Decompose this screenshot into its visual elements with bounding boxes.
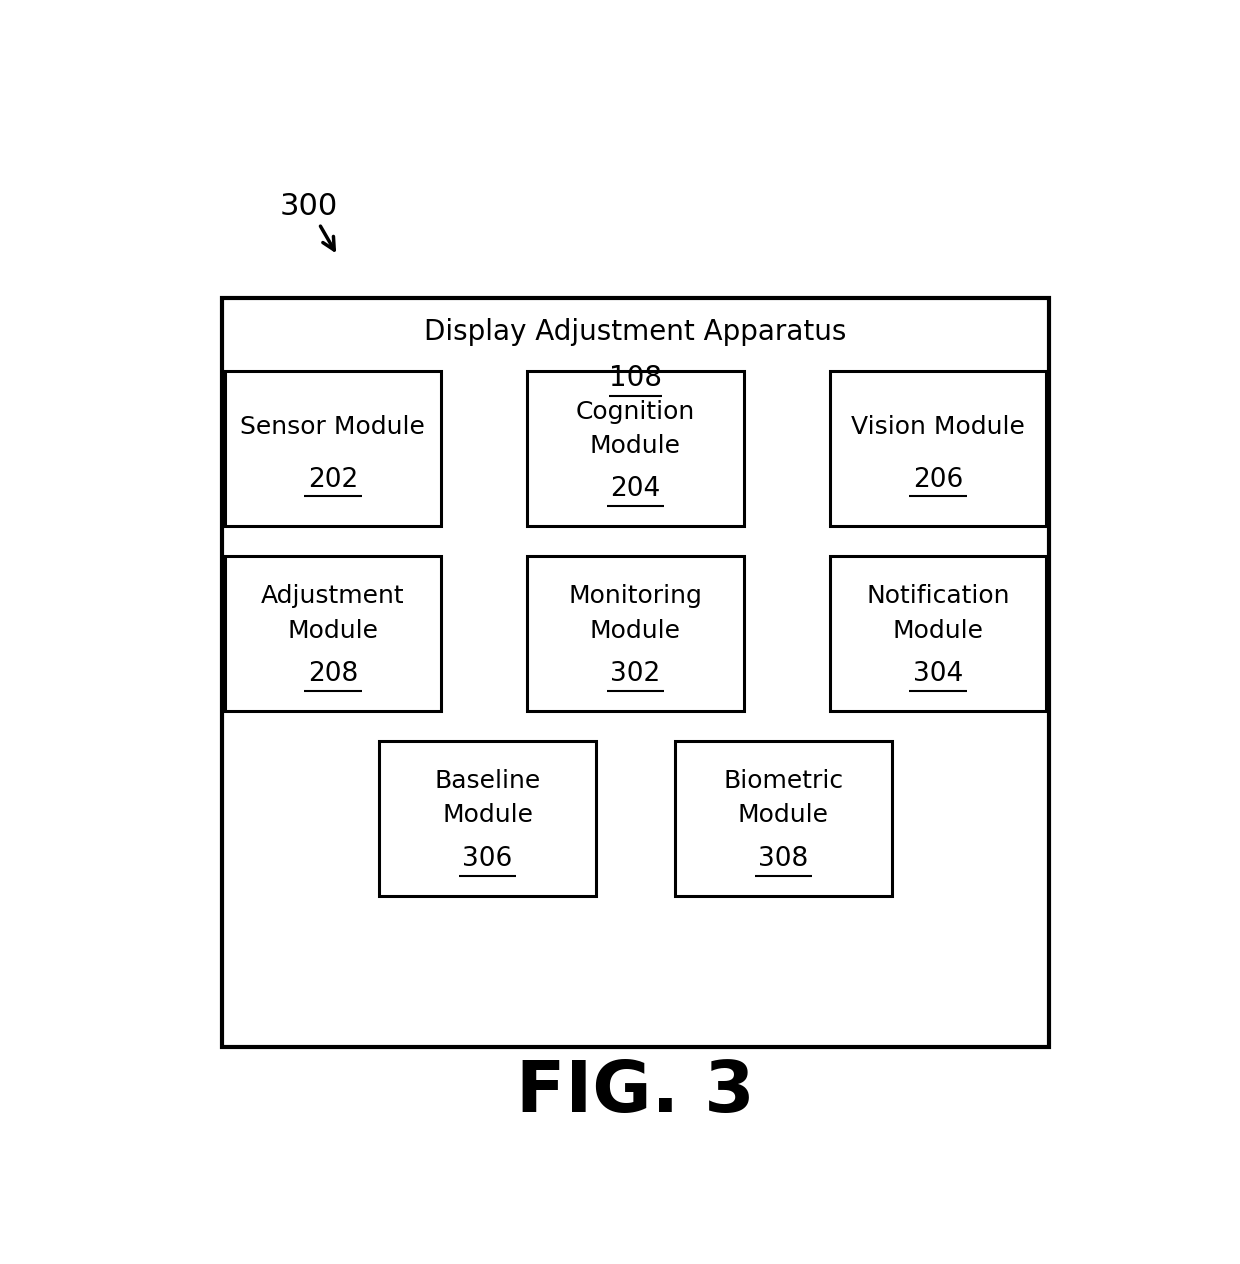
- Text: Sensor Module: Sensor Module: [241, 415, 425, 439]
- Text: Module: Module: [288, 618, 378, 642]
- Text: Module: Module: [590, 618, 681, 642]
- Text: Monitoring: Monitoring: [569, 584, 702, 608]
- Bar: [379, 741, 595, 896]
- Text: Baseline: Baseline: [434, 770, 541, 794]
- Bar: [527, 370, 744, 526]
- Text: 300: 300: [280, 192, 339, 250]
- Bar: [222, 298, 1049, 1047]
- Text: Cognition: Cognition: [575, 399, 696, 423]
- Bar: [224, 370, 441, 526]
- Text: Biometric: Biometric: [723, 770, 843, 794]
- Text: 308: 308: [759, 847, 808, 872]
- Text: Display Adjustment Apparatus: Display Adjustment Apparatus: [424, 317, 847, 346]
- Bar: [676, 741, 892, 896]
- Text: FIG. 3: FIG. 3: [516, 1058, 755, 1127]
- Bar: [830, 370, 1047, 526]
- Text: 202: 202: [308, 466, 358, 493]
- Text: Adjustment: Adjustment: [260, 584, 404, 608]
- Text: Module: Module: [738, 804, 830, 828]
- Text: Module: Module: [441, 804, 533, 828]
- Text: 204: 204: [610, 477, 661, 502]
- Text: 208: 208: [308, 661, 358, 688]
- Text: Vision Module: Vision Module: [852, 415, 1025, 439]
- Text: Module: Module: [590, 434, 681, 458]
- Text: 302: 302: [610, 661, 661, 688]
- Bar: [830, 556, 1047, 712]
- Text: Module: Module: [893, 618, 983, 642]
- Text: 306: 306: [463, 847, 512, 872]
- Text: 304: 304: [913, 661, 963, 688]
- Text: 108: 108: [609, 364, 662, 392]
- Bar: [527, 556, 744, 712]
- Text: Notification: Notification: [867, 584, 1009, 608]
- Text: 206: 206: [913, 466, 963, 493]
- Bar: [224, 556, 441, 712]
